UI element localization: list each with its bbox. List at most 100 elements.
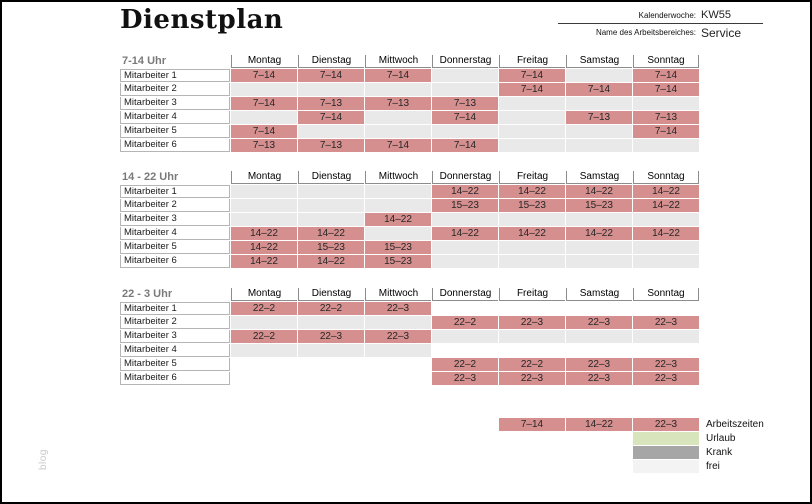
shift-cell: 14–22 [499, 227, 565, 240]
shift-cell: 7–14 [633, 125, 699, 138]
shift-cell [432, 83, 498, 96]
table-row: Mitarbeiter 5 14–22 15–23 15–23 [120, 241, 700, 254]
shift-cell: 7–14 [365, 139, 431, 152]
legend-krank-cell [633, 446, 699, 459]
table-row: Mitarbeiter 3 7–14 7–13 7–13 7–13 [120, 97, 700, 110]
shift-cell [432, 330, 498, 343]
shift-cell [633, 139, 699, 152]
shift-cell: 14–22 [566, 227, 632, 240]
shift-cell [432, 125, 498, 138]
table-row: Mitarbeiter 1 7–14 7–14 7–14 7–14 7–14 [120, 69, 700, 82]
shift-cell: 14–22 [633, 227, 699, 240]
shift-cell [365, 185, 431, 198]
employee-name: Mitarbeiter 2 [120, 83, 230, 96]
day-header: Dienstag [298, 55, 364, 68]
day-header: Montag [231, 55, 297, 68]
shift-cell [566, 330, 632, 343]
shift-cell [231, 199, 297, 212]
table-row: Mitarbeiter 4 [120, 344, 700, 357]
day-header: Montag [231, 288, 297, 301]
section-label: 7-14 Uhr [122, 55, 167, 67]
shift-cell [231, 83, 297, 96]
shift-cell: 22–2 [298, 302, 364, 315]
shift-cell: 7–13 [432, 97, 498, 110]
shift-cell [432, 213, 498, 226]
table-row: Mitarbeiter 6 7–13 7–13 7–14 7–14 [120, 139, 700, 152]
shift-cell [298, 372, 364, 385]
employee-name: Mitarbeiter 1 [120, 185, 230, 198]
day-header: Samstag [566, 288, 632, 301]
day-header: Dienstag [298, 288, 364, 301]
employee-name: Mitarbeiter 4 [120, 227, 230, 240]
shift-cell [633, 97, 699, 110]
section-label: 14 - 22 Uhr [122, 171, 179, 183]
shift-cell [633, 344, 699, 357]
employee-name: Mitarbeiter 3 [120, 330, 230, 343]
shift-cell [231, 111, 297, 124]
shift-cell: 15–23 [432, 199, 498, 212]
shift-cell: 22–3 [566, 372, 632, 385]
shift-cell [566, 69, 632, 82]
employee-name: Mitarbeiter 6 [120, 139, 230, 152]
shift-cell: 7–14 [231, 97, 297, 110]
day-header: Donnerstag [432, 55, 498, 68]
shift-cell: 22–3 [365, 302, 431, 315]
shift-cell [365, 316, 431, 329]
employee-name: Mitarbeiter 6 [120, 372, 230, 385]
shift-cell [432, 302, 498, 315]
shift-cell [365, 83, 431, 96]
employee-name: Mitarbeiter 2 [120, 199, 230, 212]
shift-cell: 22–2 [499, 358, 565, 371]
employee-name: Mitarbeiter 4 [120, 344, 230, 357]
legend-item-row: Krank [499, 446, 799, 459]
shift-cell: 22–3 [365, 330, 431, 343]
shift-cell [231, 213, 297, 226]
shift-cell [633, 241, 699, 254]
day-header: Mittwoch [365, 288, 431, 301]
day-header: Samstag [566, 171, 632, 184]
legend-item-row: frei [499, 460, 799, 473]
shift-cell: 7–13 [298, 139, 364, 152]
shift-cell [499, 213, 565, 226]
shift-cell [298, 316, 364, 329]
shift-cell [365, 344, 431, 357]
shift-cell [231, 372, 297, 385]
day-header: Mittwoch [365, 55, 431, 68]
shift-cell [566, 241, 632, 254]
shift-cell: 7–13 [298, 97, 364, 110]
shift-cell: 15–23 [499, 199, 565, 212]
shift-section-3: 22 - 3 Uhr Montag Dienstag Mittwoch Donnerst… [120, 288, 700, 386]
day-header: Freitag [499, 288, 565, 301]
shift-cell [432, 241, 498, 254]
legend: 7–14 14–22 22–3 Arbeitszeiten Urlaub Krank fre… [499, 418, 799, 474]
shift-cell [566, 255, 632, 268]
shift-cell [231, 344, 297, 357]
shift-cell [298, 125, 364, 138]
employee-name: Mitarbeiter 4 [120, 111, 230, 124]
shift-cell [499, 125, 565, 138]
day-header: Mittwoch [365, 171, 431, 184]
legend-label: Arbeitszeiten [706, 419, 764, 430]
shift-cell [298, 344, 364, 357]
day-header: Sonntag [633, 55, 699, 68]
shift-cell [566, 139, 632, 152]
table-row: Mitarbeiter 4 14–22 14–22 14–22 14–22 14–22 14… [120, 227, 700, 240]
table-row: Mitarbeiter 2 15–23 15–23 15–23 14–22 [120, 199, 700, 212]
day-header: Montag [231, 171, 297, 184]
legend-item-row: Urlaub [499, 432, 799, 445]
employee-name: Mitarbeiter 1 [120, 302, 230, 315]
employee-name: Mitarbeiter 5 [120, 125, 230, 138]
table-row: Mitarbeiter 6 22–3 22–3 22–3 22–3 [120, 372, 700, 385]
page-title: Dienstplan [120, 5, 284, 35]
section-label: 22 - 3 Uhr [122, 288, 173, 300]
shift-cell: 22–3 [633, 372, 699, 385]
shift-cell: 7–14 [633, 69, 699, 82]
shift-cell: 7–14 [499, 83, 565, 96]
table-row: Mitarbeiter 3 14–22 [120, 213, 700, 226]
shift-cell [633, 330, 699, 343]
shift-cell [499, 255, 565, 268]
shift-cell [298, 358, 364, 371]
day-header: Sonntag [633, 288, 699, 301]
shift-cell: 14–22 [432, 227, 498, 240]
